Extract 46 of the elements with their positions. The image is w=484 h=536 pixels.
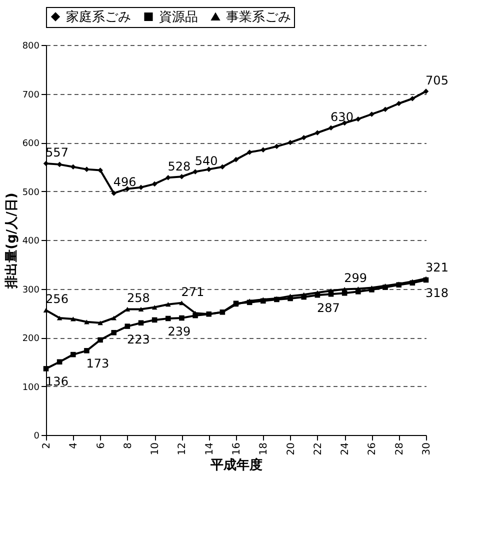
y-tick-label: 0 bbox=[34, 432, 40, 442]
x-tick-label: 26 bbox=[367, 442, 378, 456]
x-tick-label: 18 bbox=[258, 442, 270, 456]
x-tick-label: 14 bbox=[204, 442, 216, 456]
data-label: 299 bbox=[344, 271, 368, 286]
x-tick-label: 12 bbox=[177, 442, 188, 456]
data-label: 258 bbox=[126, 291, 150, 306]
data-label: 630 bbox=[330, 110, 354, 124]
x-tick-label: 20 bbox=[286, 442, 297, 456]
x-tick-label: 30 bbox=[422, 442, 432, 456]
x-tick-label: 2 bbox=[42, 442, 52, 449]
x-tick-label: 22 bbox=[312, 442, 324, 456]
data-label: 136 bbox=[46, 374, 68, 389]
y-tick-label: 400 bbox=[22, 236, 40, 246]
data-label: 223 bbox=[126, 332, 150, 346]
data-label: 271 bbox=[181, 284, 204, 299]
legend-label: 家庭系ごみ bbox=[66, 8, 131, 25]
y-tick-label: 600 bbox=[22, 139, 40, 149]
x-axis-title: 平成年度 bbox=[210, 457, 262, 474]
y-axis-title: 排出量(g/人/日) bbox=[4, 192, 20, 290]
x-tick-label: 4 bbox=[68, 442, 80, 449]
data-label: 321 bbox=[426, 260, 448, 275]
y-tick-label: 700 bbox=[22, 90, 40, 100]
data-label: 705 bbox=[426, 73, 448, 88]
y-tick-label: 300 bbox=[22, 285, 40, 296]
legend-label: 事業系ごみ bbox=[226, 10, 291, 25]
data-label: 239 bbox=[168, 324, 191, 338]
data-label: 557 bbox=[46, 145, 68, 160]
data-label: 528 bbox=[168, 160, 191, 174]
x-tick-label: 6 bbox=[96, 442, 107, 449]
y-tick-label: 500 bbox=[22, 188, 40, 198]
y-tick-label: 800 bbox=[22, 42, 40, 52]
data-label: 540 bbox=[194, 154, 218, 168]
x-tick-label: 8 bbox=[122, 442, 134, 449]
data-label: 256 bbox=[46, 292, 68, 306]
data-label: 287 bbox=[316, 301, 340, 316]
x-tick-label: 16 bbox=[232, 442, 242, 456]
y-tick-label: 200 bbox=[22, 334, 40, 344]
x-tick-label: 28 bbox=[394, 442, 406, 456]
x-tick-label: 10 bbox=[150, 442, 162, 456]
legend-label: 資源品 bbox=[159, 10, 198, 25]
x-tick-label: 24 bbox=[340, 442, 352, 456]
data-label: 318 bbox=[426, 286, 448, 300]
data-label: 173 bbox=[86, 356, 110, 371]
y-tick-label: 100 bbox=[22, 382, 40, 393]
data-label: 496 bbox=[113, 175, 136, 190]
